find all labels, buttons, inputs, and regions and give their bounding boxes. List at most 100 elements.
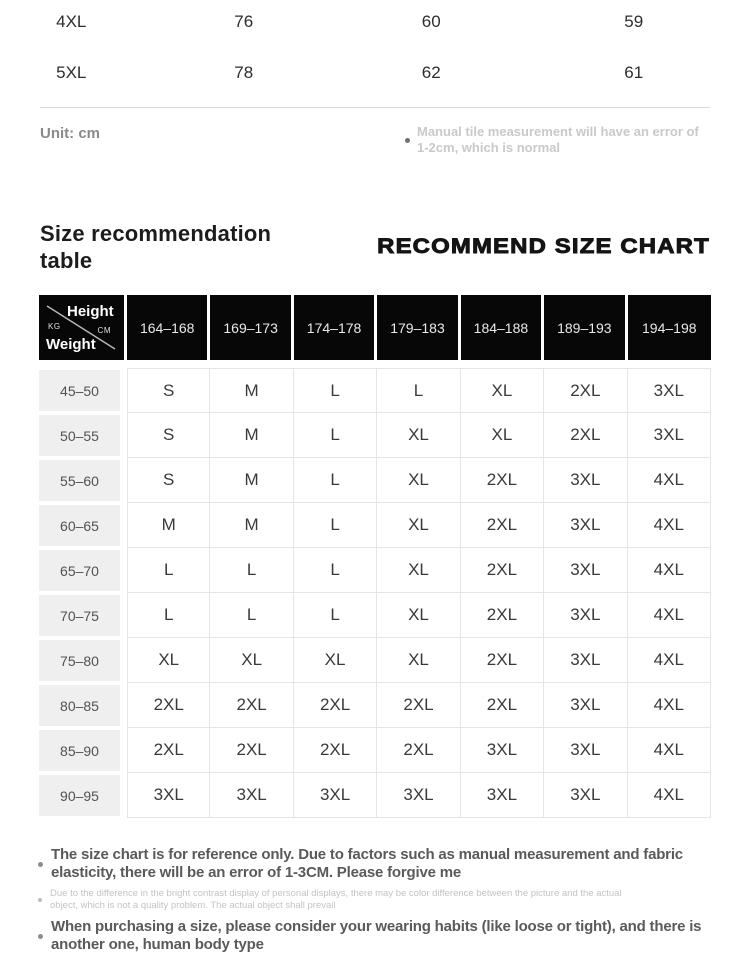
size-value-cell: 3XL: [544, 503, 628, 548]
size-value-cell: L: [127, 593, 211, 638]
size-value-cell: L: [377, 368, 461, 413]
size-value-cell: 2XL: [544, 368, 628, 413]
size-value-cell: L: [127, 548, 211, 593]
measure-cell: 60: [421, 11, 441, 31]
height-header-cell: 174–178: [293, 295, 378, 360]
height-header-cell: 184–188: [460, 295, 545, 360]
size-value-cell: 4XL: [627, 593, 711, 638]
note-text: Due to the difference in the bright cont…: [50, 888, 622, 911]
size-value-cell: 2XL: [544, 413, 628, 458]
size-value-cell: 4XL: [627, 503, 711, 548]
size-value-cell: 2XL: [293, 728, 378, 773]
size-value-cell: L: [210, 548, 294, 593]
size-value-cell: 3XL: [460, 773, 545, 818]
size-value-cell: 2XL: [460, 683, 545, 728]
weight-range-cell: 80–85: [39, 685, 120, 726]
weight-range-cell: 65–70: [39, 550, 120, 591]
diagonal-line-icon: [46, 305, 116, 350]
measurement-note-text: Manual tile measurement will have an err…: [417, 124, 699, 155]
size-value-cell: 2XL: [460, 458, 545, 503]
size-value-cell: M: [210, 368, 294, 413]
size-value-cell: XL: [210, 638, 294, 683]
size-value-cell: 3XL: [544, 638, 628, 683]
size-value-cell: 2XL: [377, 683, 461, 728]
recommend-size-chart-heading: RECOMMEND SIZE CHART: [377, 235, 710, 259]
weight-range-cell: 45–50: [39, 370, 120, 411]
size-value-cell: 3XL: [544, 548, 628, 593]
height-header-cell: 189–193: [544, 295, 628, 360]
size-value-cell: XL: [377, 548, 461, 593]
size-value-cell: M: [127, 503, 211, 548]
height-header-cell: 164–168: [127, 295, 211, 360]
measure-cell: 62: [421, 62, 441, 82]
size-value-cell: M: [210, 503, 294, 548]
size-value-cell: 2XL: [377, 728, 461, 773]
size-value-cell: L: [293, 458, 378, 503]
size-value-cell: L: [293, 413, 378, 458]
size-value-cell: 3XL: [127, 773, 211, 818]
size-value-cell: 2XL: [460, 638, 545, 683]
size-value-cell: XL: [377, 638, 461, 683]
unit-row: Unit: cm Manual tile measurement will ha…: [40, 124, 710, 156]
weight-range-cell: 55–60: [39, 460, 120, 501]
note-item: The size chart is for reference only. Du…: [38, 846, 706, 882]
measure-cell: 76: [234, 11, 254, 31]
weight-range-cell: 85–90: [39, 730, 120, 771]
size-value-cell: 2XL: [460, 503, 545, 548]
size-value-cell: S: [127, 413, 211, 458]
weight-range-cell: 75–80: [39, 640, 120, 681]
note-text: When purchasing a size, please consider …: [51, 918, 702, 953]
size-value-cell: 2XL: [127, 728, 211, 773]
size-value-cell: 3XL: [210, 773, 294, 818]
measure-row: 5XL 78 62 61: [0, 47, 750, 98]
height-header-cell: 194–198: [627, 295, 711, 360]
unit-label: Unit: cm: [40, 125, 100, 142]
measurement-table-bottom-rows: 4XL 76 60 59 5XL 78 62 61: [0, 0, 750, 98]
height-header-cell: 169–173: [210, 295, 294, 360]
size-value-cell: 3XL: [293, 773, 378, 818]
section-divider: [40, 107, 710, 108]
cm-unit-label: CM: [97, 326, 111, 335]
size-value-cell: L: [293, 368, 378, 413]
size-value-cell: 2XL: [460, 548, 545, 593]
size-recommendation-title: Size recommendation table: [40, 221, 272, 273]
size-value-cell: 3XL: [377, 773, 461, 818]
weight-range-cell: 60–65: [39, 505, 120, 546]
size-value-cell: 4XL: [627, 548, 711, 593]
height-label: Height: [67, 303, 114, 320]
size-value-cell: L: [293, 593, 378, 638]
weight-range-cell: 90–95: [39, 775, 120, 816]
size-value-cell: XL: [377, 413, 461, 458]
size-chart-header-row: Height CM KG Weight 164–168 169–173 174–17…: [39, 295, 711, 360]
size-value-cell: XL: [127, 638, 211, 683]
size-value-cell: L: [293, 503, 378, 548]
note-item: Due to the difference in the bright cont…: [38, 888, 706, 912]
weight-label: Weight: [46, 336, 96, 353]
bullet-dot-icon: [38, 898, 42, 902]
note-item: When purchasing a size, please consider …: [38, 918, 706, 954]
size-value-cell: 4XL: [627, 773, 711, 818]
size-value-cell: 2XL: [210, 728, 294, 773]
size-value-cell: XL: [377, 593, 461, 638]
section-heading-row: Size recommendation table RECOMMEND SIZE…: [40, 220, 710, 274]
measure-row: 4XL 76 60 59: [0, 0, 750, 47]
size-value-cell: M: [210, 458, 294, 503]
size-value-cell: S: [127, 368, 211, 413]
bullet-dot-icon: [38, 861, 43, 867]
size-value-cell: 3XL: [627, 368, 711, 413]
measure-cell: 4XL: [56, 11, 87, 31]
measure-cell: 78: [234, 62, 254, 82]
size-value-cell: 3XL: [544, 683, 628, 728]
size-value-cell: 3XL: [544, 773, 628, 818]
size-value-cell: XL: [460, 368, 545, 413]
size-value-cell: 3XL: [460, 728, 545, 773]
size-value-cell: 4XL: [627, 728, 711, 773]
note-text: The size chart is for reference only. Du…: [51, 846, 683, 881]
size-value-cell: 2XL: [293, 683, 378, 728]
size-value-cell: 3XL: [544, 728, 628, 773]
height-header-cell: 179–183: [377, 295, 461, 360]
size-value-cell: 4XL: [627, 683, 711, 728]
size-value-cell: XL: [377, 458, 461, 503]
size-value-cell: 2XL: [210, 683, 294, 728]
weight-range-cell: 50–55: [39, 415, 120, 456]
